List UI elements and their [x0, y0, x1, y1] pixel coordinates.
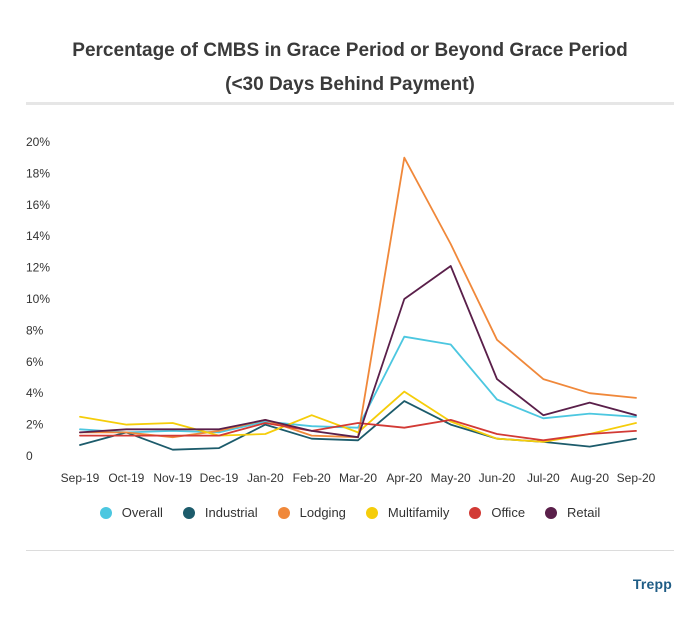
legend: Overall Industrial Lodging Multifamily Offic… [0, 505, 700, 520]
series-line-multifamily [79, 390, 637, 443]
x-axis: Sep-19 Oct-19 Nov-19 Dec-19 Jan-20 Feb-20 Mar-… [61, 471, 656, 485]
x-tick-label: Dec-19 [200, 471, 239, 485]
x-tick-label: Apr-20 [386, 471, 422, 485]
chart-title: Percentage of CMBS in Grace Period or Be… [0, 34, 700, 102]
x-tick-label: Feb-20 [293, 471, 331, 485]
y-tick-label: 16% [26, 198, 50, 212]
x-tick-label: Sep-19 [61, 471, 100, 485]
x-tick-label: Jun-20 [479, 471, 516, 485]
series-line-office [79, 418, 637, 442]
legend-swatch-icon [545, 506, 558, 519]
x-tick-label: Mar-20 [339, 471, 377, 485]
legend-item-industrial: Industrial [182, 505, 258, 520]
y-tick-label: 20% [26, 135, 50, 149]
y-tick-label: 0 [26, 449, 33, 463]
legend-item-office: Office [469, 505, 525, 520]
x-tick-label: May-20 [431, 471, 471, 485]
y-tick-label: 12% [26, 261, 50, 275]
series-lines [79, 156, 637, 451]
x-tick-label: Aug-20 [570, 471, 609, 485]
legend-label: Office [491, 505, 526, 520]
legend-label: Multifamily [387, 505, 450, 520]
title-divider [26, 102, 674, 105]
series-line-industrial [79, 400, 637, 451]
legend-label: Lodging [299, 505, 346, 520]
x-tick-label: Oct-19 [108, 471, 144, 485]
x-tick-label: Jul-20 [527, 471, 560, 485]
legend-item-multifamily: Multifamily [365, 505, 450, 520]
legend-label: Industrial [204, 505, 258, 520]
legend-item-retail: Retail [545, 505, 600, 520]
legend-label: Overall [121, 505, 163, 520]
legend-swatch-icon [469, 506, 482, 519]
y-tick-label: 6% [26, 355, 44, 369]
x-tick-label: Sep-20 [617, 471, 656, 485]
legend-swatch-icon [365, 506, 378, 519]
y-tick-label: 10% [26, 292, 50, 306]
line-chart: 0 2% 4% 6% 8% 10% 12% 14% 16% 18% 20% Sep-19 Oct-19… [26, 135, 656, 485]
x-tick-label: Jan-20 [247, 471, 284, 485]
y-tick-label: 14% [26, 229, 50, 243]
legend-item-lodging: Lodging [277, 505, 346, 520]
chart-title-line-1: Percentage of CMBS in Grace Period or Be… [72, 40, 628, 61]
legend-swatch-icon [277, 506, 290, 519]
legend-item-overall: Overall [99, 505, 163, 520]
series-line-lodging [79, 156, 637, 439]
legend-swatch-icon [99, 506, 112, 519]
y-tick-label: 2% [26, 418, 44, 432]
y-tick-label: 18% [26, 166, 50, 180]
legend-label: Retail [567, 505, 601, 520]
series-line-retail [79, 265, 637, 439]
y-tick-label: 8% [26, 323, 44, 337]
y-axis: 0 2% 4% 6% 8% 10% 12% 14% 16% 18% 20% [26, 135, 50, 463]
chart-title-line-2: (<30 Days Behind Payment) [225, 74, 475, 95]
legend-swatch-icon [182, 506, 195, 519]
series-line-overall [79, 335, 637, 434]
trepp-logo: Trepp [632, 576, 672, 592]
footer-divider [26, 550, 674, 551]
y-tick-label: 4% [26, 386, 44, 400]
x-tick-label: Nov-19 [153, 471, 192, 485]
